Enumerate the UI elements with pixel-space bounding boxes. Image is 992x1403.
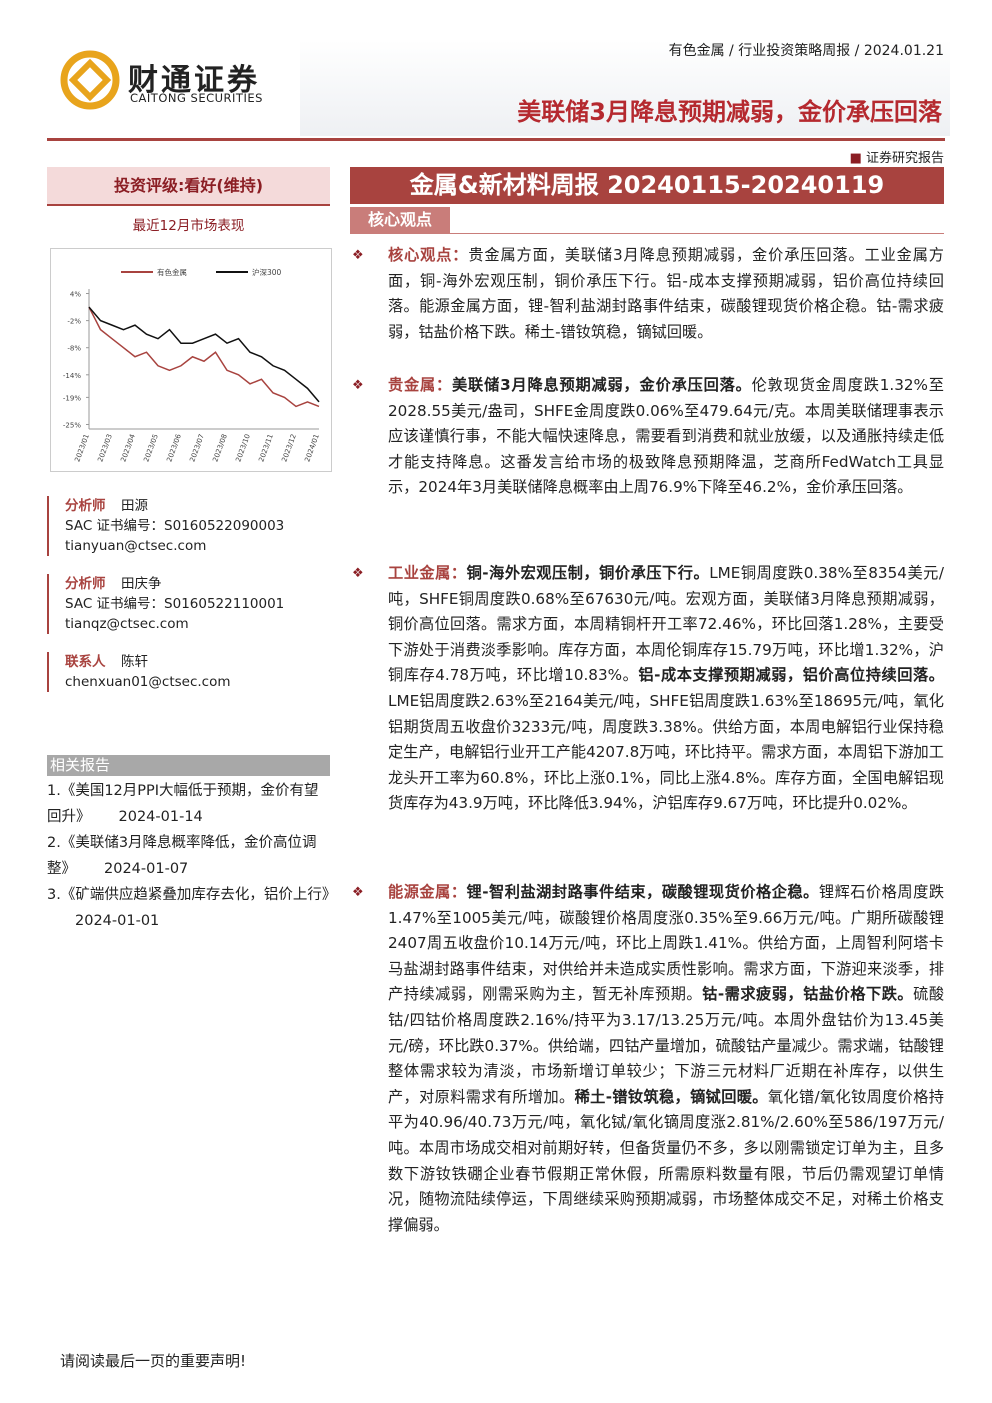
series-line (88, 306, 320, 403)
paragraph-label: 能源金属： (388, 883, 467, 901)
related-date: 2024-01-14 (118, 809, 203, 825)
footer: 请阅读最后一页的重要声明! (60, 1352, 247, 1370)
analyst: 分析师 田源 SAC 证书编号：S0160522090003 tianyuan@cts… (47, 496, 325, 556)
report-type-text: 证券研究报告 (865, 151, 944, 166)
analyst-name: 陈轩 (121, 654, 148, 670)
analyst-sac: SAC 证书编号：S0160522090003 (65, 518, 285, 534)
header-bg (300, 40, 950, 136)
x-tick-label: 2023/11 (257, 433, 274, 463)
paragraph-body: 核心观点：贵金属方面，美联储3月降息预期减弱，金价承压回落。工业金属方面，铜-海… (388, 243, 944, 345)
paragraph-label: 核心观点： (388, 246, 469, 264)
x-tick-label: 2023/08 (211, 433, 228, 463)
main-title: 金属&新材料周报 20240115-20240119 (350, 167, 944, 204)
paragraph-body: 贵金属：美联储3月降息预期减弱，金价承压回落。伦敦现货金周度跌1.32%至202… (388, 373, 944, 501)
text-run: 氧化镨/氧化钕周度价格持平为40.96/40.73万元/吨，氧化铽/氧化镝周度涨… (388, 1087, 944, 1234)
analyst-email: chenxuan01@ctsec.com (65, 674, 231, 690)
analyst-head: 分析师 田源 (65, 496, 325, 516)
y-tick-label: -19% (63, 394, 81, 402)
headline: 美联储3月降息预期减弱，金价承压回落 (517, 98, 942, 126)
bold-run: 钴-需求疲弱，钴盐价格下跌。 (702, 985, 914, 1004)
related-item: 1.《美国12月PPI大幅低于预期，金价有望回升》 2024-01-14 (47, 778, 332, 830)
bullet: ❖ (352, 885, 364, 900)
related-item: 3.《矿端供应趋紧叠加库存去化，铝价上行》 2024-01-01 (47, 882, 336, 934)
paragraph-body: 能源金属：锂-智利盐湖封路事件结束，碳酸锂现货价格企稳。锂辉石价格周度跌1.47… (388, 880, 944, 1238)
x-tick-label: 2023/10 (234, 433, 251, 463)
analyst-role: 联系人 (65, 654, 106, 670)
bullet: ❖ (352, 378, 364, 393)
related-date: 2024-01-01 (75, 913, 160, 929)
logo-icon (60, 50, 120, 110)
bullet: ❖ (352, 566, 364, 581)
rating: 投资评级:看好(维持) (113, 176, 264, 195)
series-line (88, 306, 320, 408)
analyst: 联系人 陈轩 chenxuan01@ctsec.com (47, 652, 325, 692)
analyst-sac: SAC 证书编号：S0160522110001 (65, 596, 285, 612)
bold-run: 铜-海外宏观压制，铜价承压下行。 (466, 564, 710, 582)
text-run: 锂辉石价格周度跌1.47%至1005美元/吨，碳酸锂价格周度涨0.35%至9.6… (388, 883, 945, 1004)
y-tick-label: -25% (63, 421, 81, 429)
analyst-role: 分析师 (65, 498, 106, 514)
analyst-email: tianyuan@ctsec.com (65, 538, 207, 554)
analyst-head: 分析师 田庆争 (65, 574, 325, 594)
logo-cn: 财通证券 (128, 63, 260, 98)
x-tick-label: 2023/01 (73, 433, 90, 463)
paragraph-label: 工业金属： (388, 564, 467, 582)
text-run: LME铝周度跌2.63%至2164美元/吨，SHFE铝周度跌1.63%至1869… (388, 691, 944, 813)
section-rule (350, 233, 944, 234)
bold-run: 铝-成本支撑预期减弱，铝价高位持续回落。 (638, 666, 944, 685)
analyst-name: 田庆争 (121, 576, 162, 592)
x-tick-label: 2023/04 (119, 432, 137, 463)
section-tab: 核心观点 (350, 207, 450, 233)
y-tick-label: -2% (67, 318, 81, 326)
text-run: 伦敦现货金周度跌1.32%至2028.55美元/盎司，SHFE金周度跌0.06%… (388, 376, 944, 497)
x-tick-label: 2023/07 (188, 433, 205, 463)
paragraph: ❖ 能源金属：锂-智利盐湖封路事件结束，碳酸锂现货价格企稳。锂辉石价格周度跌1.4… (352, 880, 944, 1238)
chart-caption: 最近12月市场表现 (132, 218, 245, 234)
analyst-role: 分析师 (65, 576, 106, 592)
related-title: 3.《矿端供应趋紧叠加库存去化，铝价上行》 (47, 887, 337, 903)
report-type: ■ 证券研究报告 (849, 151, 944, 166)
x-tick-label: 2024/01 (303, 433, 320, 463)
x-tick-label: 2023/06 (165, 432, 183, 463)
legend-label: 沪深300 (252, 267, 282, 277)
text-run: LME铜周度跌0.38%至8354美元/吨，SHFE铜周度跌0.68%至6763… (388, 564, 944, 685)
analyst-head: 联系人 陈轩 (65, 652, 325, 672)
header-rule (47, 138, 945, 141)
paragraph-label: 贵金属： (388, 376, 453, 394)
analyst-name: 田源 (121, 498, 148, 514)
x-tick-label: 2023/03 (96, 433, 113, 463)
paragraph: ❖ 工业金属：铜-海外宏观压制，铜价承压下行。LME铜周度跌0.38%至8354美… (352, 561, 944, 817)
chart: 4% -2% -8% -14% -19% -25% 2023/01 2023/03 2023/0… (50, 248, 332, 472)
y-tick-label: -14% (63, 372, 81, 380)
y-tick-label: 4% (70, 291, 81, 299)
related-item: 2.《美联储3月降息概率降低，金价高位调整》 2024-01-07 (47, 830, 332, 882)
bold-run: 美联储3月降息预期减弱，金价承压回落。 (452, 376, 752, 394)
related-title: 2.《美联储3月降息概率降低，金价高位调整》 (47, 835, 317, 877)
related-date: 2024-01-07 (104, 861, 189, 877)
related-title: 1.《美国12月PPI大幅低于预期，金价有望回升》 (47, 783, 319, 825)
breadcrumb: 有色金属 / 行业投资策略周报 / 2024.01.21 (668, 43, 944, 59)
related-title: 相关报告 (47, 755, 330, 776)
text-run: 贵金属方面，美联储3月降息预期减弱，金价承压回落。工业金属方面，铜-海外宏观压制… (388, 246, 944, 341)
paragraph: ❖ 核心观点：贵金属方面，美联储3月降息预期减弱，金价承压回落。工业金属方面，铜-… (352, 243, 944, 345)
related-list: 1.《美国12月PPI大幅低于预期，金价有望回升》 2024-01-14 2.《美联… (47, 778, 336, 934)
x-tick-label: 2023/12 (280, 433, 297, 463)
bold-run: 稀土-镨钕筑稳，镝铽回暖。 (574, 1087, 768, 1106)
x-tick-label: 2023/05 (142, 433, 159, 463)
logo-en: CAITONG SECURITIES (130, 91, 263, 105)
legend-label: 有色金属 (157, 267, 187, 277)
text-run: 硫酸钴/四钴价格周度跌2.16%/持平为3.17/13.25万元/吨。本周外盘钴… (388, 985, 945, 1106)
paragraph: ❖ 贵金属：美联储3月降息预期减弱，金价承压回落。伦敦现货金周度跌1.32%至20… (352, 373, 944, 501)
analyst: 分析师 田庆争 SAC 证书编号：S0160522110001 tianqz@ctse… (47, 574, 325, 634)
y-tick-label: -8% (67, 345, 81, 353)
analyst-email: tianqz@ctsec.com (65, 616, 189, 632)
rating-box: 投资评级:看好(维持) (47, 167, 330, 206)
bold-run: 锂-智利盐湖封路事件结束，碳酸锂现货价格企稳。 (466, 883, 819, 901)
bullet: ❖ (352, 248, 364, 263)
paragraph-body: 工业金属：铜-海外宏观压制，铜价承压下行。LME铜周度跌0.38%至8354美元… (388, 561, 944, 817)
